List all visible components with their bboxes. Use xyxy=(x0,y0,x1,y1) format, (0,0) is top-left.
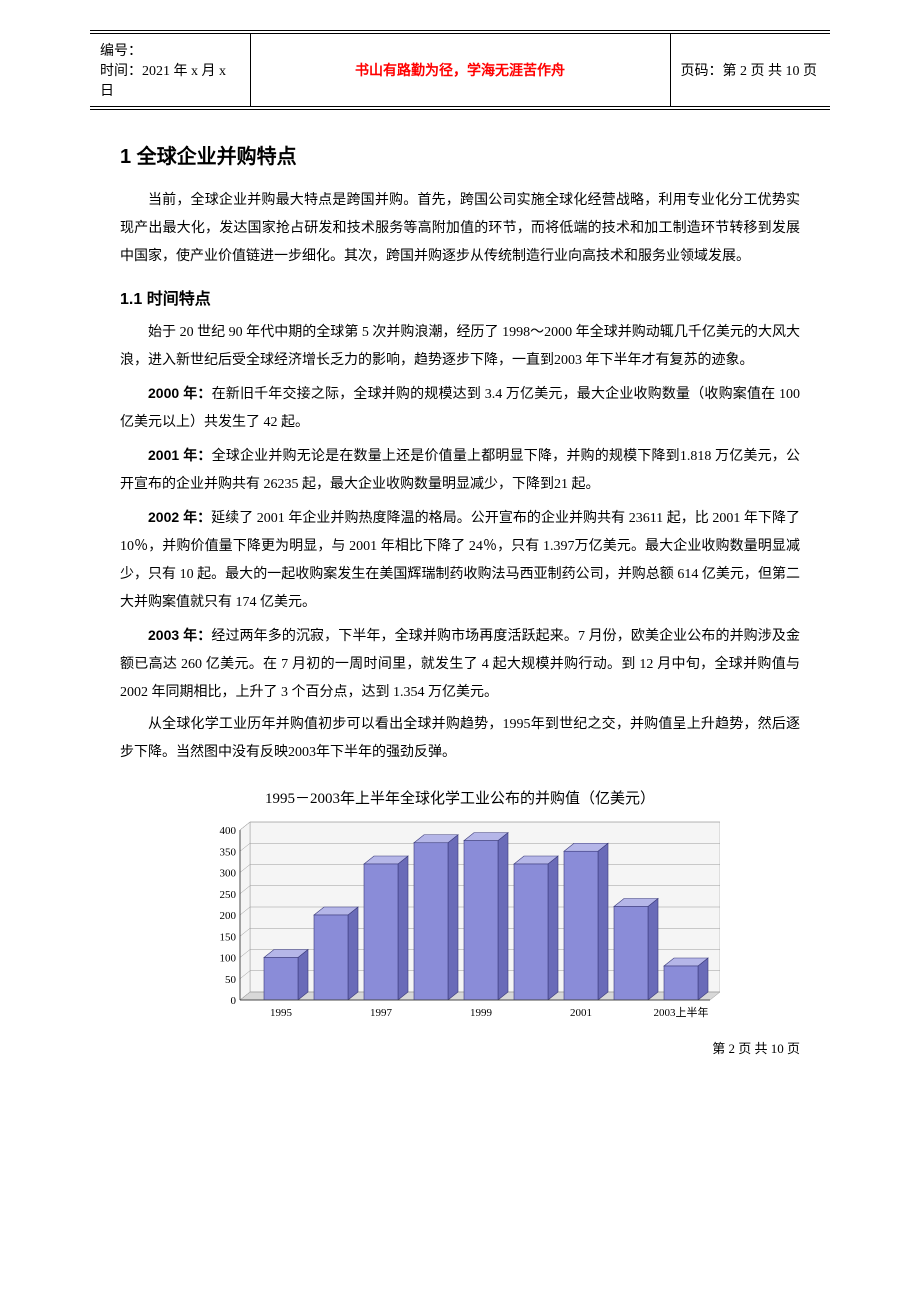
year-text-2003: 经过两年多的沉寂，下半年，全球并购市场再度活跃起来。7 月份，欧美企业公布的并购… xyxy=(120,629,800,700)
chart-container: 0 50 100 150 200 250 300 350 400 1995 1997 1999 2001… xyxy=(200,820,720,1030)
paragraph-year-2000: 2000 年：在新旧千年交接之际，全球并购的规模达到 3.4 万亿美元，最大企业… xyxy=(120,379,800,437)
paragraph-year-2001: 2001 年：全球企业并购无论是在数量上还是价值量上都明显下降，并购的规模下降到… xyxy=(120,441,800,499)
svg-text:50: 50 xyxy=(225,974,237,986)
svg-text:350: 350 xyxy=(220,846,237,858)
svg-text:0: 0 xyxy=(231,995,237,1007)
svg-text:2001: 2001 xyxy=(570,1007,592,1019)
svg-text:2003上半年: 2003上半年 xyxy=(654,1005,709,1019)
svg-text:200: 200 xyxy=(220,910,237,922)
chart-title: 1995－2003年上半年全球化学工业公布的并购值（亿美元） xyxy=(120,787,800,808)
year-label-2003: 2003 年： xyxy=(148,627,211,643)
header-center-motto: 书山有路勤为径，学海无涯苦作舟 xyxy=(250,32,670,108)
footer-page-number: 第 2 页 共 10 页 xyxy=(90,1038,830,1057)
year-label-2000: 2000 年： xyxy=(148,385,212,401)
svg-text:1995: 1995 xyxy=(270,1007,293,1019)
subsection-heading-1-1: 1.1 时间特点 xyxy=(120,285,800,309)
header-page-info: 页码：第 2 页 共 10 页 xyxy=(670,32,830,108)
header-number-label: 编号： xyxy=(100,40,240,60)
page-header: 编号： 时间：2021 年 x 月 x 日 书山有路勤为径，学海无涯苦作舟 页码… xyxy=(90,30,830,110)
document-body: 1 全球企业并购特点 当前，全球企业并购最大特点是跨国并购。首先，跨国公司实施全… xyxy=(90,140,830,1030)
svg-text:400: 400 xyxy=(220,825,237,837)
paragraph-overview: 始于 20 世纪 90 年代中期的全球第 5 次并购浪潮，经历了 1998～20… xyxy=(120,319,800,375)
intro-paragraph: 当前，全球企业并购最大特点是跨国并购。首先，跨国公司实施全球化经营战略，利用专业… xyxy=(120,187,800,271)
header-date-label: 时间：2021 年 x 月 x 日 xyxy=(100,60,240,100)
paragraph-summary: 从全球化学工业历年并购值初步可以看出全球并购趋势，1995年到世纪之交，并购值呈… xyxy=(120,711,800,767)
svg-text:100: 100 xyxy=(220,953,237,965)
year-label-2001: 2001 年： xyxy=(148,447,212,463)
year-label-2002: 2002 年： xyxy=(148,509,211,525)
year-text-2000: 在新旧千年交接之际，全球并购的规模达到 3.4 万亿美元，最大企业收购数量（收购… xyxy=(120,387,800,430)
year-text-2002: 延续了 2001 年企业并购热度降温的格局。公开宣布的企业并购共有 23611 … xyxy=(120,511,800,610)
year-text-2001: 全球企业并购无论是在数量上还是价值量上都明显下降，并购的规模下降到1.818 万… xyxy=(120,449,800,492)
bar-chart-svg: 0 50 100 150 200 250 300 350 400 1995 1997 1999 2001… xyxy=(200,820,720,1030)
header-left: 编号： 时间：2021 年 x 月 x 日 xyxy=(90,32,250,108)
paragraph-year-2003: 2003 年：经过两年多的沉寂，下半年，全球并购市场再度活跃起来。7 月份，欧美… xyxy=(120,621,800,707)
svg-text:1999: 1999 xyxy=(470,1007,493,1019)
svg-text:300: 300 xyxy=(220,868,237,880)
svg-text:250: 250 xyxy=(220,889,237,901)
chart-block: 1995－2003年上半年全球化学工业公布的并购值（亿美元） 0 50 100 150… xyxy=(120,787,800,1030)
paragraph-year-2002: 2002 年：延续了 2001 年企业并购热度降温的格局。公开宣布的企业并购共有… xyxy=(120,503,800,617)
section-heading-1: 1 全球企业并购特点 xyxy=(120,140,800,169)
svg-text:150: 150 xyxy=(220,931,237,943)
svg-text:1997: 1997 xyxy=(370,1007,393,1019)
